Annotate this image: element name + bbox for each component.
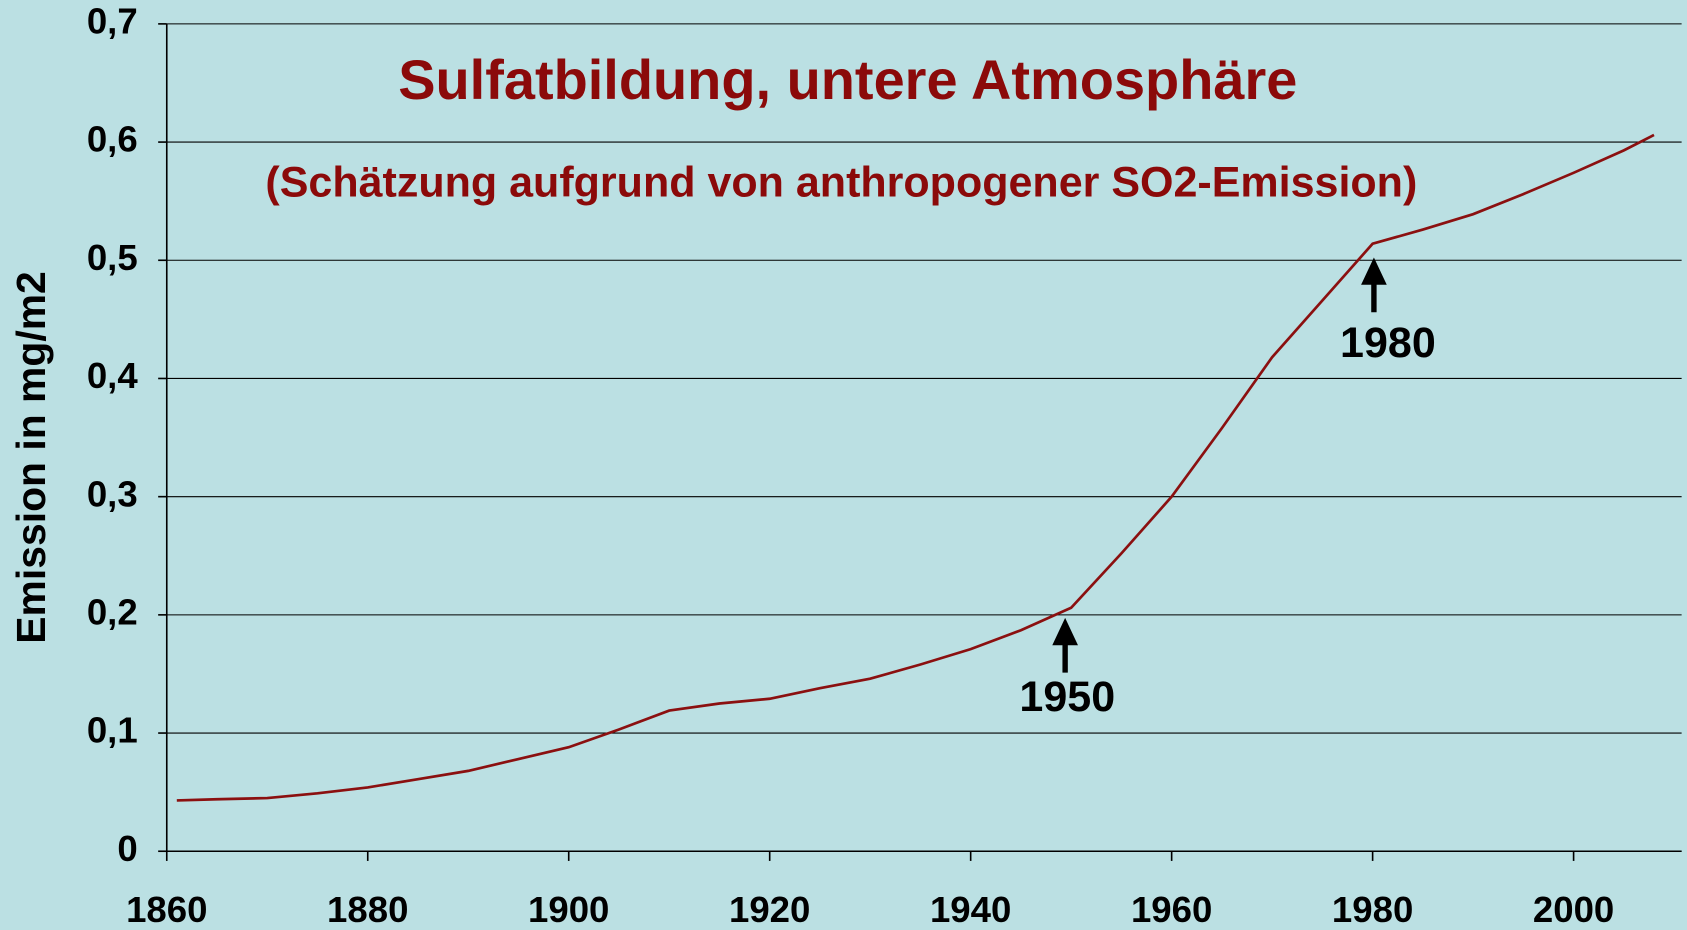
x-tick-label: 1960 [1131,889,1212,930]
y-tick-label: 0,2 [87,592,138,633]
arrow [1361,257,1387,313]
y-axis-title: Emission in mg/m2 [8,271,54,644]
y-tick-label: 0,3 [87,473,138,514]
y-tick-label: 0,6 [87,119,138,160]
y-tick-label: 0,7 [87,1,138,42]
annotation: 1950 [1019,673,1115,721]
x-tick-label: 1920 [729,889,810,930]
y-tick-label: 0,4 [87,355,139,396]
y-tick-label: 0,5 [87,237,138,278]
chart-subtitle: (Schätzung aufgrund von anthropogener SO… [265,159,1417,207]
x-tick-label: 1880 [327,889,408,930]
y-tick-label: 0,1 [87,710,138,751]
data-line [176,133,1655,802]
annotation: 1980 [1340,319,1436,367]
x-tick-label: 1860 [126,889,207,930]
x-tick-label: 1940 [930,889,1011,930]
x-tick-label: 1900 [528,889,609,930]
chart-title: Sulfatbildung, untere Atmosphäre [398,48,1297,111]
x-tick-label: 1980 [1332,889,1413,930]
y-tick-label: 0 [117,828,137,869]
arrow [1052,617,1078,673]
x-tick-label: 2000 [1533,889,1614,930]
